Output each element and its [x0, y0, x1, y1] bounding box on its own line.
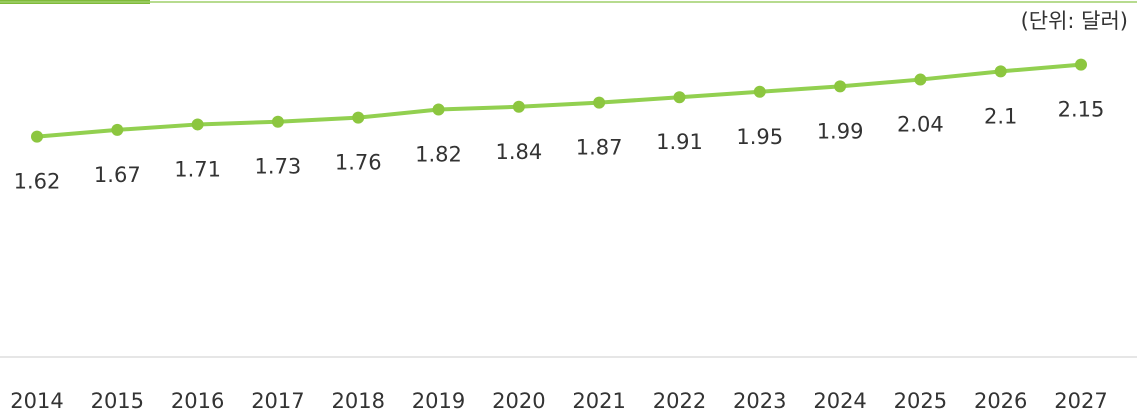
value-label: 1.91 [656, 130, 703, 154]
point [834, 80, 847, 93]
value-label: 2.15 [1058, 98, 1105, 122]
point [994, 65, 1007, 78]
value-label: 1.67 [94, 163, 141, 187]
x-tick-label: 2020 [492, 389, 545, 413]
x-tick-label: 2027 [1054, 389, 1107, 413]
x-tick-label: 2017 [251, 389, 304, 413]
point [111, 123, 124, 136]
point [512, 100, 525, 113]
point [352, 111, 365, 124]
value-label: 1.76 [335, 151, 382, 175]
value-label: 1.62 [14, 170, 61, 194]
value-label: 1.84 [495, 140, 542, 164]
value-label: 1.99 [817, 119, 864, 143]
value-label: 1.82 [415, 142, 462, 166]
unit-label: (단위: 달러) [1021, 9, 1128, 33]
value-label: 1.71 [174, 157, 221, 181]
x-tick-label: 2021 [572, 389, 625, 413]
point [432, 103, 445, 116]
value-label: 1.73 [255, 155, 302, 179]
point [1075, 58, 1087, 71]
x-tick-label: 2025 [894, 389, 947, 413]
x-tick-label: 2022 [653, 389, 706, 413]
point [753, 85, 766, 98]
point [593, 96, 606, 109]
point [271, 115, 284, 128]
value-label: 2.1 [984, 104, 1017, 128]
point [914, 73, 927, 86]
x-tick-label: 2015 [91, 389, 144, 413]
value-label: 2.04 [897, 113, 944, 137]
line [36, 62, 1082, 139]
point [191, 118, 204, 131]
x-tick-label: 2024 [813, 389, 866, 413]
x-tick-label: 2016 [171, 389, 224, 413]
x-tick-label: 2019 [412, 389, 465, 413]
value-label: 1.95 [736, 125, 783, 149]
value-label: 1.87 [576, 136, 623, 160]
x-tick-label: 2026 [974, 389, 1027, 413]
point [31, 130, 43, 143]
x-tick-label: 2014 [10, 389, 63, 413]
x-tick-label: 2018 [332, 389, 385, 413]
x-tick-label: 2023 [733, 389, 786, 413]
point [673, 91, 686, 104]
